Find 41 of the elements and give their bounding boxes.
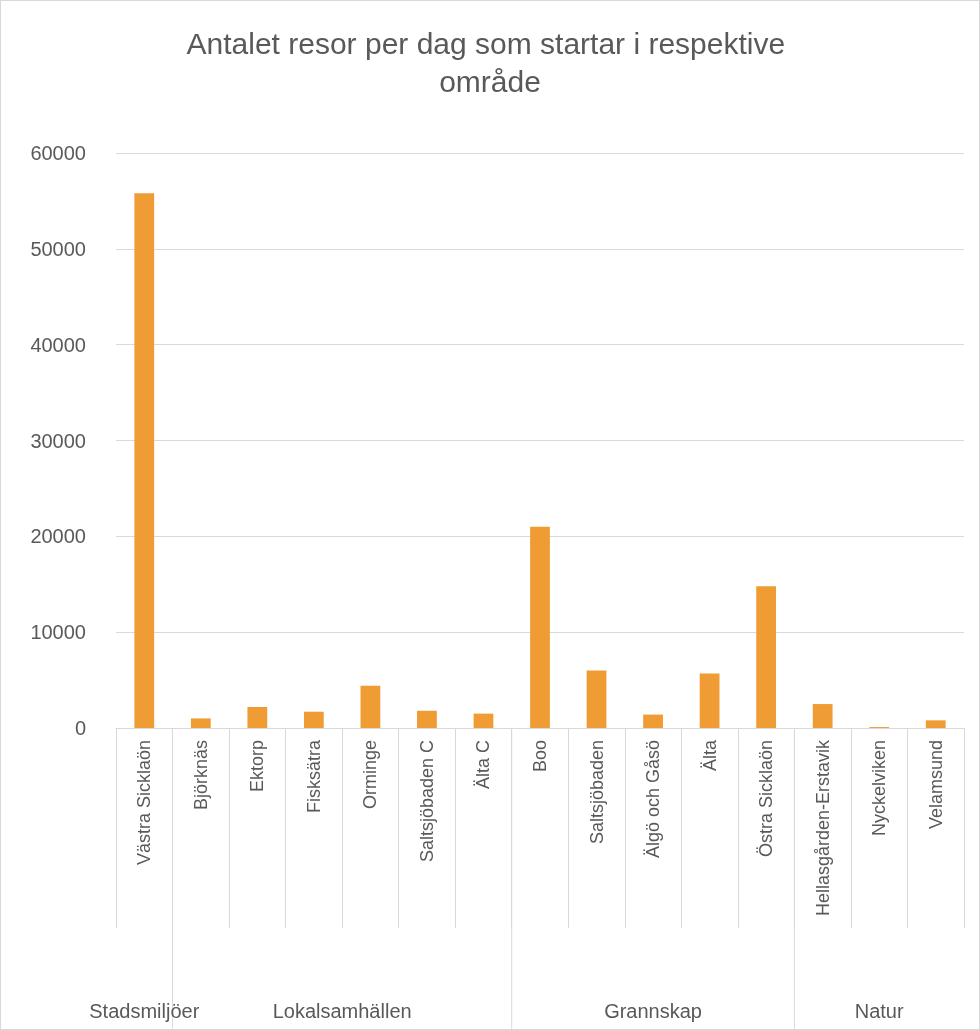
bar <box>643 714 663 728</box>
x-tick-label: Hellasgården-Erstavik <box>812 739 833 917</box>
x-tick-label: Älgö och Gåsö <box>643 740 664 859</box>
bar <box>190 718 211 728</box>
bar <box>699 673 720 728</box>
x-tick-label: Ektorp <box>247 740 268 793</box>
x-tick-label: Västra Sicklaön <box>134 740 155 866</box>
bar <box>473 713 494 728</box>
x-tick-label: Velamsund <box>925 740 946 830</box>
x-tick-label: Björknäs <box>190 740 211 811</box>
text: Natur <box>854 1000 904 1022</box>
bar <box>756 586 777 728</box>
bar <box>303 711 324 728</box>
y-tick-label: 0 <box>74 717 86 739</box>
x-tick-label: Älta <box>699 739 720 772</box>
text: Stadsmiljöer <box>89 1000 200 1022</box>
bar <box>247 706 268 728</box>
x-tick-label: Saltsjöbaden C <box>416 740 437 863</box>
y-tick-label: 50000 <box>30 237 86 260</box>
bar <box>134 193 155 728</box>
bar <box>360 685 381 728</box>
x-tick-label: Nyckelviken <box>869 740 890 837</box>
x-tick-label: Östra Sicklaön <box>756 740 777 858</box>
x-tick-label: Älta C <box>473 740 494 790</box>
y-tick-label: 10000 <box>30 621 86 644</box>
bar <box>530 526 550 728</box>
text: Lokalsamhällen <box>272 1000 412 1022</box>
y-tick-label: 40000 <box>30 333 86 356</box>
bar <box>586 670 607 728</box>
x-tick-label: Boo <box>530 740 550 773</box>
chart-title: Antalet resor per dag som startar i respektive område <box>186 26 794 98</box>
bar <box>417 710 437 728</box>
y-tick-label: 20000 <box>30 525 86 548</box>
y-tick-label: 30000 <box>30 429 86 452</box>
x-tick-label: Saltsjöbaden <box>586 740 607 845</box>
x-tick-label: Fisksätra <box>303 739 324 814</box>
bar <box>925 720 946 728</box>
bar <box>812 704 833 728</box>
text: Grannskap <box>604 1000 702 1022</box>
y-tick-label: 60000 <box>30 142 86 164</box>
x-tick-label: Orminge <box>360 740 381 810</box>
